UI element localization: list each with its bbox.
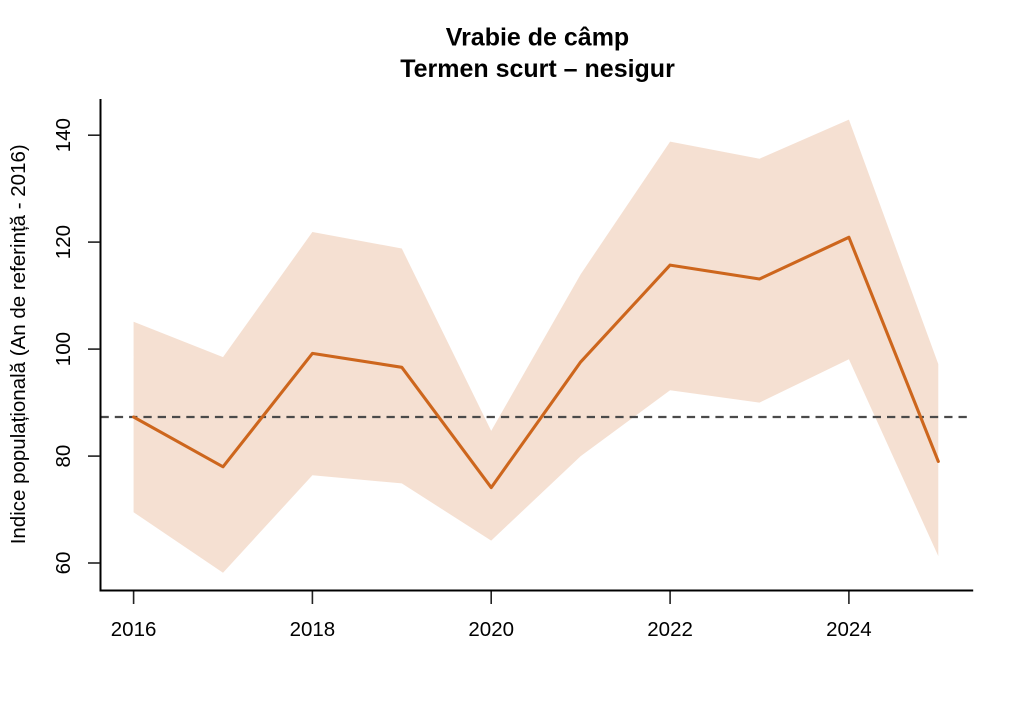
svg-text:2018: 2018 bbox=[290, 618, 336, 641]
svg-text:2020: 2020 bbox=[468, 618, 514, 641]
svg-text:60: 60 bbox=[52, 552, 75, 575]
svg-text:80: 80 bbox=[52, 445, 75, 468]
svg-text:100: 100 bbox=[52, 332, 75, 366]
svg-text:2022: 2022 bbox=[647, 618, 693, 641]
svg-text:Indice populațională (An de re: Indice populațională (An de referință - … bbox=[7, 144, 30, 544]
svg-text:2024: 2024 bbox=[826, 618, 872, 641]
svg-text:Vrabie de câmp: Vrabie de câmp bbox=[446, 23, 629, 51]
svg-text:2016: 2016 bbox=[111, 618, 157, 641]
svg-text:140: 140 bbox=[52, 118, 75, 152]
svg-text:Termen scurt – nesigur: Termen scurt – nesigur bbox=[400, 55, 675, 83]
svg-text:120: 120 bbox=[52, 225, 75, 259]
